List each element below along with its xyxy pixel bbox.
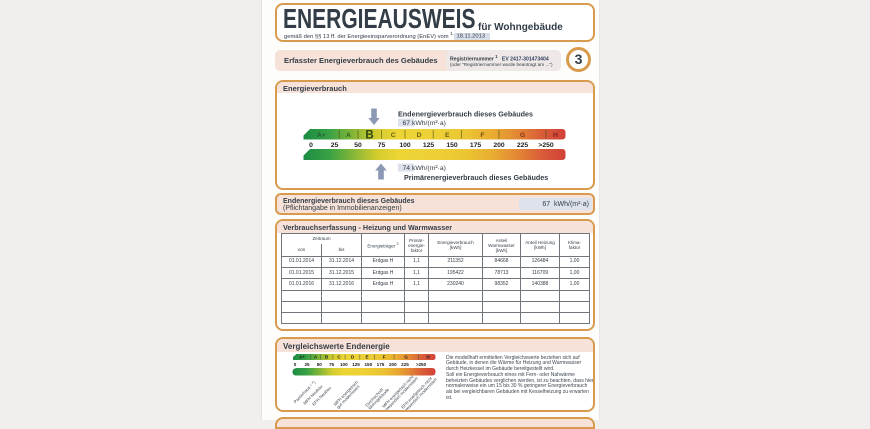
svg-text:A+: A+ (299, 355, 305, 360)
svg-text:H: H (426, 355, 430, 360)
svg-text:G: G (404, 355, 408, 360)
svg-text:25: 25 (331, 142, 339, 149)
svg-text:225: 225 (517, 142, 529, 149)
svg-text:125: 125 (423, 142, 435, 149)
svg-text:125: 125 (352, 362, 360, 367)
svg-text:>250: >250 (416, 362, 427, 367)
svg-text:H: H (553, 132, 558, 139)
svg-text:50: 50 (317, 362, 323, 367)
svg-text:50: 50 (354, 142, 362, 149)
svg-text:0: 0 (309, 142, 313, 149)
svg-text:74 kWh/(m²·a): 74 kWh/(m²·a) (403, 165, 446, 172)
svg-text:Endenergieverbrauch dieses Geb: Endenergieverbrauch dieses Gebäudes (398, 110, 533, 119)
svg-text:A+: A+ (317, 132, 326, 139)
svg-text:175: 175 (377, 362, 385, 367)
svg-text:E: E (365, 355, 368, 360)
svg-text:F: F (383, 355, 386, 360)
svg-text:A: A (346, 132, 351, 139)
svg-text:>250: >250 (538, 142, 554, 149)
svg-text:150: 150 (364, 362, 372, 367)
svg-text:150: 150 (446, 142, 458, 149)
svg-text:G: G (520, 132, 525, 139)
svg-text:175: 175 (470, 142, 482, 149)
svg-text:F: F (480, 132, 484, 139)
svg-text:75: 75 (329, 362, 335, 367)
svg-text:A: A (314, 355, 318, 360)
svg-text:C: C (337, 355, 341, 360)
svg-text:E: E (445, 132, 450, 139)
svg-text:100: 100 (399, 142, 411, 149)
svg-text:100: 100 (340, 362, 348, 367)
svg-text:B: B (325, 355, 329, 360)
svg-text:225: 225 (401, 362, 409, 367)
svg-text:’: ’ (413, 393, 414, 399)
svg-text:200: 200 (389, 362, 397, 367)
svg-text:C: C (391, 132, 396, 139)
svg-text:25: 25 (304, 362, 310, 367)
svg-text:Primärenergieverbrauch dieses: Primärenergieverbrauch dieses Gebäudes (404, 173, 548, 182)
svg-text:67 kWh/(m²·a): 67 kWh/(m²·a) (403, 120, 446, 127)
svg-text:0: 0 (294, 362, 297, 367)
svg-text:D: D (351, 355, 355, 360)
svg-text:200: 200 (493, 142, 505, 149)
svg-text:B: B (365, 129, 373, 141)
svg-text:75: 75 (378, 142, 386, 149)
svg-text:D: D (417, 132, 422, 139)
